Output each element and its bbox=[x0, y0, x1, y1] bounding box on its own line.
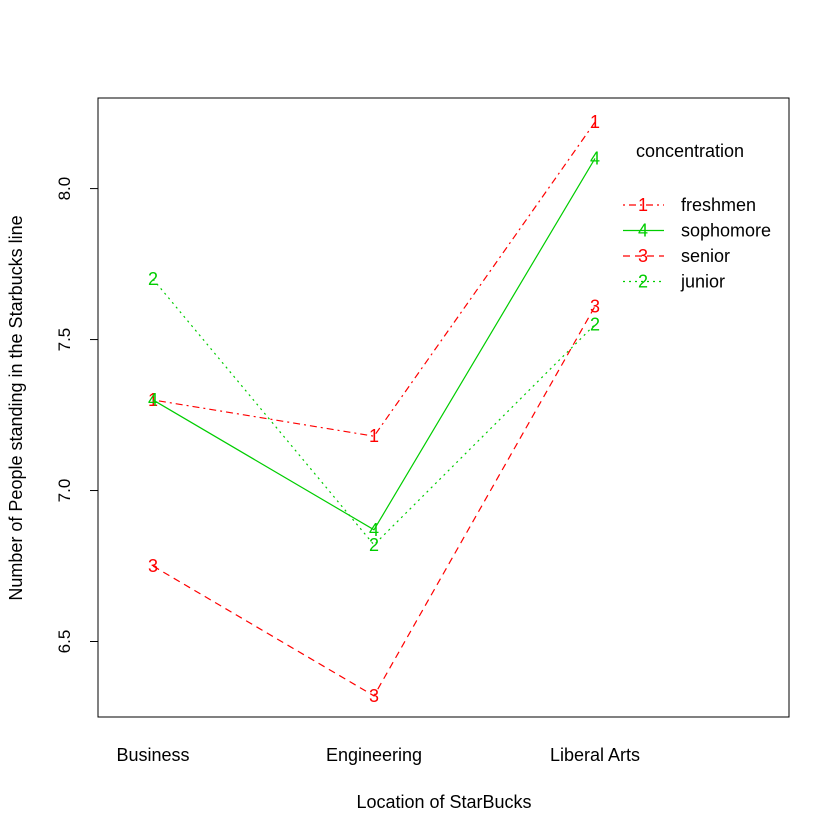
x-tick-label: Engineering bbox=[326, 745, 422, 765]
point-junior: 2 bbox=[369, 535, 379, 555]
legend-label-senior: senior bbox=[681, 246, 730, 266]
y-axis-label: Number of People standing in the Starbuc… bbox=[6, 215, 26, 600]
legend-symbol-senior: 3 bbox=[638, 246, 648, 266]
x-tick-label: Liberal Arts bbox=[550, 745, 640, 765]
point-sophomore: 4 bbox=[148, 390, 158, 410]
point-sophomore: 4 bbox=[369, 520, 379, 540]
x-tick-label: Business bbox=[116, 745, 189, 765]
legend-symbol-junior: 2 bbox=[638, 272, 648, 292]
point-junior: 2 bbox=[590, 314, 600, 334]
series-line-junior bbox=[152, 278, 596, 546]
point-senior: 3 bbox=[148, 556, 158, 576]
series-line-sophomore bbox=[152, 158, 596, 531]
x-tick-labels: Business Engineering Liberal Arts bbox=[116, 745, 640, 765]
y-tick-label: 6.5 bbox=[55, 630, 74, 654]
point-senior: 3 bbox=[369, 686, 379, 706]
legend-label-freshmen: freshmen bbox=[681, 195, 756, 215]
legend-symbol-freshmen: 1 bbox=[638, 195, 648, 215]
legend-label-sophomore: sophomore bbox=[681, 221, 771, 241]
point-junior: 2 bbox=[148, 269, 158, 289]
legend-symbol-sophomore: 4 bbox=[638, 221, 648, 241]
point-sophomore: 4 bbox=[590, 148, 600, 168]
y-axis: 6.5 7.0 7.5 8.0 bbox=[55, 177, 98, 654]
point-freshmen: 1 bbox=[590, 112, 600, 132]
y-tick-label: 7.5 bbox=[55, 328, 74, 352]
legend-label-junior: junior bbox=[680, 272, 725, 292]
plot-frame bbox=[97, 97, 790, 718]
legend-title: concentration bbox=[636, 141, 744, 161]
series-line-senior bbox=[152, 306, 596, 697]
point-senior: 3 bbox=[590, 296, 600, 316]
y-tick-label: 8.0 bbox=[55, 177, 74, 201]
legend: concentration 1 freshmen 4 sophomore 3 senior 2… bbox=[623, 141, 771, 292]
y-tick-label: 7.0 bbox=[55, 479, 74, 503]
x-axis-label: Location of StarBucks bbox=[356, 792, 531, 812]
point-freshmen: 1 bbox=[369, 426, 379, 446]
series-line-freshmen bbox=[152, 121, 596, 437]
